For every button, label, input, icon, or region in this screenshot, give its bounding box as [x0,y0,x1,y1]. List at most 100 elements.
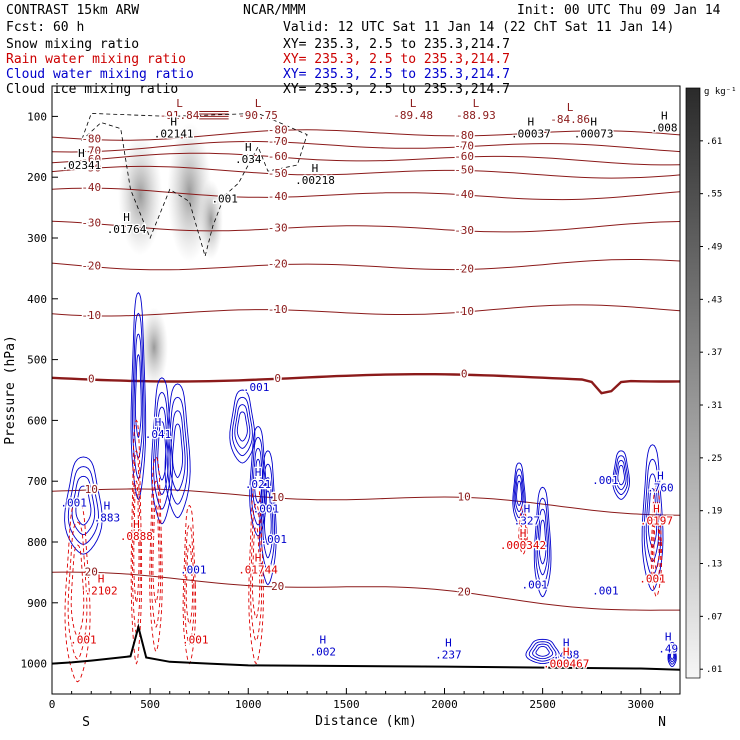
extremum-value: .001 [592,585,619,598]
extremum-value: -90.75 [238,109,278,122]
extremum-marker: H [98,573,105,586]
isotherm-line [52,488,680,516]
isotherm-label: -50 [454,163,474,176]
colorbar-tick-label: .07 [706,612,722,622]
extremum-value: .02141 [154,127,194,140]
forecast-hour: Fcst: 60 h [6,20,84,35]
extremum-value: .008 [651,121,678,134]
colorbar-tick-label: .55 [706,190,722,200]
isotherm-line [52,165,680,179]
isotherm-label: -10 [454,305,474,318]
cloud-water-contour [164,383,191,519]
extremum-value: .237 [435,648,462,661]
rain-contour [185,544,193,625]
colorbar-tick-label: .49 [706,243,722,253]
cloud-water-contour [525,638,560,665]
extremum-marker: H [590,115,597,128]
extremum-value: .00037 [511,127,551,140]
y-tick-label: 500 [27,354,47,367]
cloud-water-contour [130,292,147,501]
cloud-water-contour [236,411,248,442]
extremum-marker: H [563,636,570,649]
colorbar-tick-label: .13 [706,560,722,570]
cloud-water-contour [75,485,92,526]
model-title: CONTRAST 15km ARW [6,3,139,18]
rain-contour [248,480,264,665]
extremum-value: .000342 [500,539,546,552]
cloud-water-contour [612,450,630,500]
extremum-marker: L [176,97,183,110]
init-time: Init: 00 UTC Thu 09 Jan 14 [517,3,721,18]
cloud-water-contour [533,486,552,598]
colorbar-ramp [685,87,701,679]
cloud-water-contour [234,404,251,449]
isotherm-label: -40 [268,190,288,203]
y-tick-label: 600 [27,414,47,427]
colorbar-tick-label: .25 [706,454,722,464]
extremum-value: .001 [60,496,87,509]
isotherm-label: -40 [81,181,101,194]
extremum-value: .02341 [62,159,102,172]
x-tick-label: 1000 [235,698,262,711]
cloud-water-contour [153,391,171,510]
cloud-water-contour [150,377,173,525]
extremum-value: .001 [180,563,207,576]
extremum-value: .001 [70,633,97,646]
y-tick-label: 100 [27,110,47,123]
isotherm-line [52,152,680,166]
extremum-value: .488 [553,648,580,661]
rain-contour [251,526,261,619]
isotherm-label: -30 [454,224,474,237]
x-axis-label: Distance (km) [315,714,417,729]
rain-contour [133,480,140,604]
isotherm-label: 20 [271,580,284,593]
legend-cloud-ice-xy: XY= 235.3, 2.5 to 235.3,214.7 [283,82,510,97]
rain-contour [184,524,195,645]
rain-contour [132,449,141,635]
legend-snow: Snow mixing ratio [6,37,139,52]
isotherm-label: -80 [268,123,288,136]
extremum-value: .001 [639,572,666,585]
extremum-marker: H [123,211,130,224]
plot-area: -80-80 -80-70-70 -70-60 -60 -60-50 -50 -50-40-… [52,96,680,683]
y-tick-label: 1000 [21,658,48,671]
cloud-water-contour [169,410,186,492]
y-tick-label: 800 [27,536,47,549]
isotherm-label: 20 [85,565,98,578]
cloud-water-contour [532,643,554,660]
isotherm-label: -40 [454,188,474,201]
axes: 0 500 1000 1500 2000 2500 30001002003004005006… [3,110,666,730]
extremum-value: .327 [514,515,541,528]
isotherm-label: -30 [81,216,101,229]
isotherm-label: -50 [268,167,288,180]
cloud-water-contour [155,406,169,496]
isotherm-label: 10 [85,483,98,496]
extremum-value: -91.84 [160,109,200,122]
isotherm-label: 20 [458,586,471,599]
org-title: NCAR/MMM [243,3,306,18]
extremum-marker: H [104,500,111,513]
isotherm-line [52,220,680,233]
cloud-water-contour [647,487,658,548]
cloud-water-contour [513,468,525,519]
x-tick-label: 3000 [628,698,655,711]
cloud-water-contour [264,490,272,545]
rain-contour [250,503,263,642]
snow-shading-blob [118,135,163,256]
extremum-value: .001 [253,503,280,516]
extremum-marker: H [255,551,262,564]
extremum-marker: L [255,97,262,110]
extremum-marker: H [245,141,252,154]
south-end-label: S [82,715,90,730]
isotherm-label: -10 [81,309,101,322]
cloud-water-contour [537,508,549,576]
extremum-marker: H [520,527,527,540]
cloud-water-contour [134,354,142,439]
cloud-water-contour [71,475,96,536]
rain-contour [653,513,660,571]
cloud-water-contour [259,450,277,586]
cloud-water-contour [229,389,256,464]
extremum-value: -88.93 [456,109,496,122]
cloud-water-contour [64,456,103,555]
rain-contour [130,419,143,665]
